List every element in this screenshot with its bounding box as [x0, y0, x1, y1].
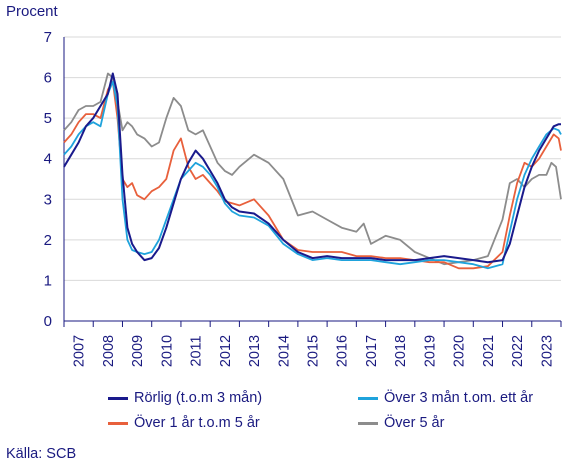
legend-label-rorlig: Rörlig (t.o.m 3 mån) — [134, 390, 263, 406]
x-tick-label-2023: 2023 — [539, 335, 555, 367]
x-tick-label-2007: 2007 — [72, 335, 88, 367]
legend-swatch-over-5-ar — [358, 421, 378, 425]
x-tick-label-2010: 2010 — [159, 335, 175, 367]
y-tick-label-0: 0 — [44, 313, 52, 330]
x-tick-label-2013: 2013 — [247, 335, 263, 367]
y-axis-title: Procent — [6, 3, 58, 20]
legend-label-over-1-ar: Över 1 år t.o.m 5 år — [134, 415, 260, 431]
x-tick-label-2018: 2018 — [393, 335, 409, 367]
x-tick-label-2015: 2015 — [306, 335, 322, 367]
x-tick-label-2008: 2008 — [101, 335, 117, 367]
y-tick-label-5: 5 — [44, 110, 52, 127]
y-tick-label-4: 4 — [44, 151, 52, 168]
legend-item-over-3-man: Över 3 mån t.om. ett år — [358, 390, 533, 406]
x-tick-label-2017: 2017 — [364, 335, 380, 367]
legend-item-rorlig: Rörlig (t.o.m 3 mån) — [108, 390, 262, 406]
x-tick-label-2016: 2016 — [335, 335, 351, 367]
y-tick-label-1: 1 — [44, 272, 52, 289]
x-tick-label-2012: 2012 — [218, 335, 234, 367]
x-tick-label-2011: 2011 — [189, 335, 205, 366]
x-tick-label-2019: 2019 — [422, 335, 438, 367]
series-line-3 — [63, 72, 562, 266]
y-tick-label-3: 3 — [44, 191, 52, 208]
line-chart: 0 1 2 3 4 5 6 7 2007 2008 2009 2010 2011 2012 2013 2014… — [44, 29, 562, 367]
legend-swatch-over-3-man — [358, 396, 378, 400]
legend-label-over-3-man: Över 3 mån t.om. ett år — [384, 390, 534, 406]
legend-item-over-1-ar: Över 1 år t.o.m 5 år — [108, 415, 260, 431]
series-line-0 — [63, 72, 561, 264]
x-tick-label-2014: 2014 — [276, 335, 292, 367]
source-note: Källa: SCB — [6, 446, 77, 462]
x-tick-label-2020: 2020 — [452, 335, 468, 367]
y-tick-label-2: 2 — [44, 232, 52, 249]
legend-item-over-5-ar: Över 5 år — [358, 415, 444, 431]
y-tick-label-7: 7 — [44, 29, 52, 46]
x-tick-label-2021: 2021 — [481, 335, 497, 367]
x-tick-label-2009: 2009 — [130, 335, 146, 367]
legend-swatch-over-1-ar — [108, 421, 128, 425]
x-tick-label-2022: 2022 — [510, 335, 526, 367]
legend-label-over-5-ar: Över 5 år — [384, 415, 445, 431]
y-tick-label-6: 6 — [44, 70, 52, 87]
legend-swatch-rorlig — [108, 396, 128, 400]
